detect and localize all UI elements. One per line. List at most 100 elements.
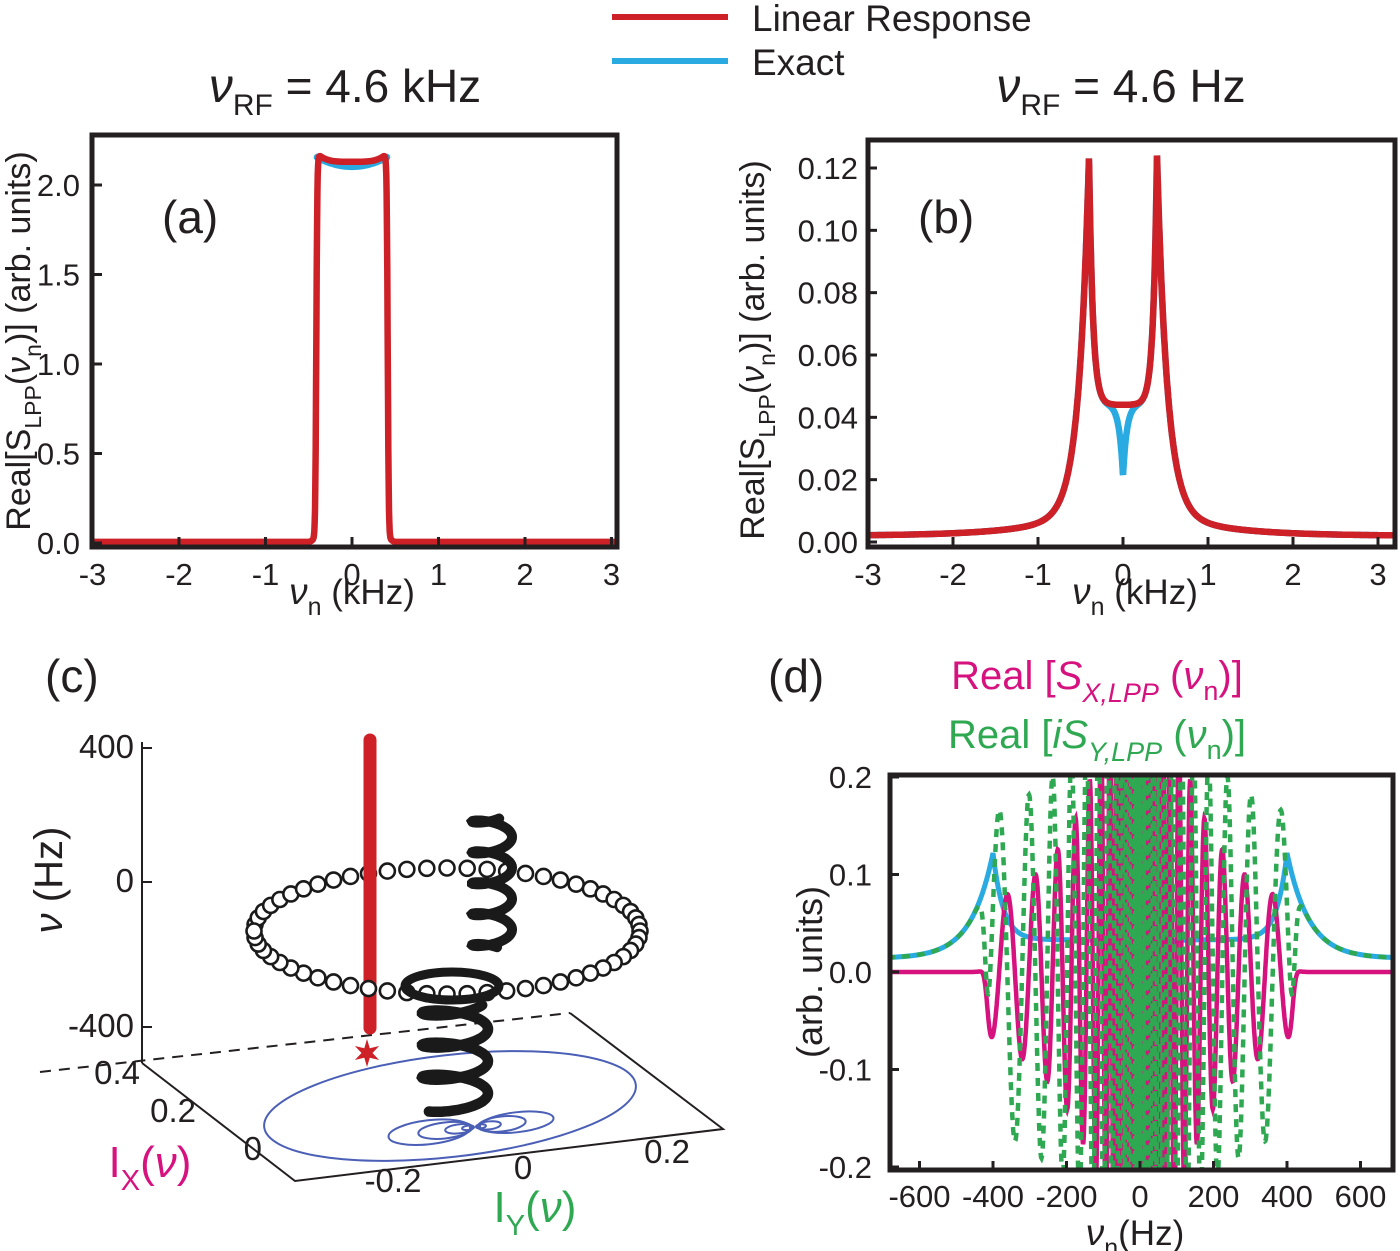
legend-label-linear-response: Linear Response	[752, 0, 1032, 39]
off-resonance-ring-marker	[567, 875, 585, 893]
tick-label: -2	[939, 557, 967, 592]
tick-label: 0	[343, 557, 360, 592]
tick-label: 0.00	[798, 525, 858, 560]
tick-label: 0.02	[798, 463, 858, 498]
panel-b-linear-response-curve	[868, 155, 1395, 539]
off-resonance-ring-marker	[341, 976, 360, 995]
tick-label: 1.0	[37, 347, 80, 382]
tick-label: 0.4	[94, 1054, 140, 1091]
tick-label: 0.5	[37, 437, 80, 472]
projection-loop	[417, 1120, 474, 1140]
tick-label: 0.2	[644, 1133, 690, 1170]
off-resonance-ring-marker	[398, 860, 416, 879]
tick-label: 1.5	[37, 258, 80, 293]
tick-label: 0.12	[798, 151, 858, 186]
projection-loop	[476, 1115, 527, 1133]
tick-label: 0.1	[829, 858, 872, 893]
panel-d-ylabel: (arb. units)	[789, 886, 830, 1058]
projection-star-marker	[354, 1039, 380, 1067]
panel-b-letter: (b)	[918, 191, 974, 243]
off-resonance-ring-marker	[418, 859, 436, 878]
panel-d-isy-curve	[890, 775, 1393, 1170]
tick-label: 0	[244, 1130, 262, 1167]
tick-label: -2	[165, 557, 193, 592]
off-resonance-ring-marker	[378, 862, 397, 880]
off-resonance-ring-marker	[341, 867, 360, 886]
off-resonance-ring-marker	[567, 969, 585, 987]
off-resonance-ring-marker	[294, 880, 313, 898]
tick-label: 0	[116, 862, 134, 899]
tick-label: 2	[1284, 557, 1301, 592]
panel-a-xlabel: νn (kHz)	[289, 571, 415, 621]
projection-loop	[474, 1123, 487, 1130]
tick-label: 400	[79, 728, 134, 765]
panel-a-axes-box	[89, 132, 620, 550]
panel-c-ix-label: IX(ν)	[109, 1138, 192, 1197]
spiral-trajectory-upper	[465, 813, 518, 953]
off-resonance-ring-marker	[458, 859, 476, 878]
panel-b-xlabel: νn (kHz)	[1072, 571, 1198, 621]
off-resonance-ring-marker	[324, 973, 343, 991]
panel-a-letter: (a)	[162, 191, 218, 243]
panel-d: (d) Real [SX,LPP (νn)] Real [iSY,LPP (νn…	[768, 650, 1396, 1251]
tick-label: -1	[252, 557, 280, 592]
off-resonance-ring-marker	[581, 964, 600, 982]
projection-circle	[263, 1050, 637, 1162]
tick-label: 0.0	[829, 955, 872, 990]
off-resonance-ring-marker	[551, 973, 570, 991]
tick-label: 0.10	[798, 213, 858, 248]
panel-d-letter: (d)	[768, 650, 824, 702]
tick-label: 0	[514, 1149, 532, 1186]
off-resonance-ring-marker	[534, 976, 553, 995]
tick-label: 600	[1335, 1179, 1387, 1214]
panel-d-sx-curve	[890, 775, 1393, 1170]
tick-label: -0.2	[365, 1162, 422, 1199]
panel-c-plane-edges	[141, 1012, 726, 1183]
off-resonance-ring-marker	[324, 871, 343, 889]
spiral-trajectory-loop	[400, 967, 504, 1005]
tick-label: 200	[1188, 1179, 1240, 1214]
legend: Linear Response Exact	[612, 0, 1032, 83]
tick-label: -0.1	[819, 1053, 872, 1088]
off-resonance-ring-marker	[516, 979, 535, 998]
tick-label: 0.04	[798, 400, 858, 435]
panel-c-iy-label: IY(ν)	[494, 1183, 577, 1242]
off-resonance-ring-marker	[309, 875, 327, 893]
tick-label: 3	[603, 557, 620, 592]
off-resonance-ring-marker	[516, 864, 535, 883]
off-resonance-ring-marker	[534, 867, 553, 886]
panel-a-ylabel: Real[SLPP(νn)] (arb. units)	[0, 151, 46, 530]
spiral-trajectory-lower	[416, 999, 494, 1118]
tick-label: 0.08	[798, 276, 858, 311]
tick-label: -600	[888, 1179, 950, 1214]
off-resonance-ring-marker	[378, 982, 397, 1000]
tick-label: -1	[1024, 557, 1052, 592]
panel-a-title: νRF = 4.6 kHz	[209, 60, 481, 122]
tick-label: 0	[1114, 557, 1131, 592]
panel-b-ylabel: Real[SLPP(νn)] (arb. units)	[734, 160, 780, 539]
panel-c-zlabel: ν (Hz)	[27, 827, 71, 934]
tick-label: -3	[854, 557, 882, 592]
tick-label: 0	[1131, 1179, 1148, 1214]
off-resonance-ring-marker	[245, 922, 263, 940]
panel-d-title-sx: Real [SX,LPP (νn)]	[951, 654, 1243, 708]
legend-label-exact: Exact	[752, 42, 845, 83]
off-resonance-ring-marker	[438, 859, 456, 877]
tick-label: 2.0	[37, 168, 80, 203]
tick-label: 2	[516, 557, 533, 592]
tick-label: 1	[1199, 557, 1216, 592]
panel-b-title: νRF = 4.6 Hz	[996, 60, 1245, 122]
tick-label: -400	[962, 1179, 1024, 1214]
tick-label: -3	[79, 557, 107, 592]
tick-label: 0.2	[150, 1092, 196, 1129]
off-resonance-ring-marker	[359, 979, 378, 998]
tick-label: 0.0	[37, 526, 80, 561]
off-resonance-ring-marker	[478, 860, 496, 879]
tick-label: -200	[1035, 1179, 1097, 1214]
projection-loop	[387, 1118, 472, 1147]
tick-label: 400	[1261, 1179, 1313, 1214]
off-resonance-ring-marker	[551, 871, 570, 889]
projection-loop	[461, 1124, 476, 1132]
